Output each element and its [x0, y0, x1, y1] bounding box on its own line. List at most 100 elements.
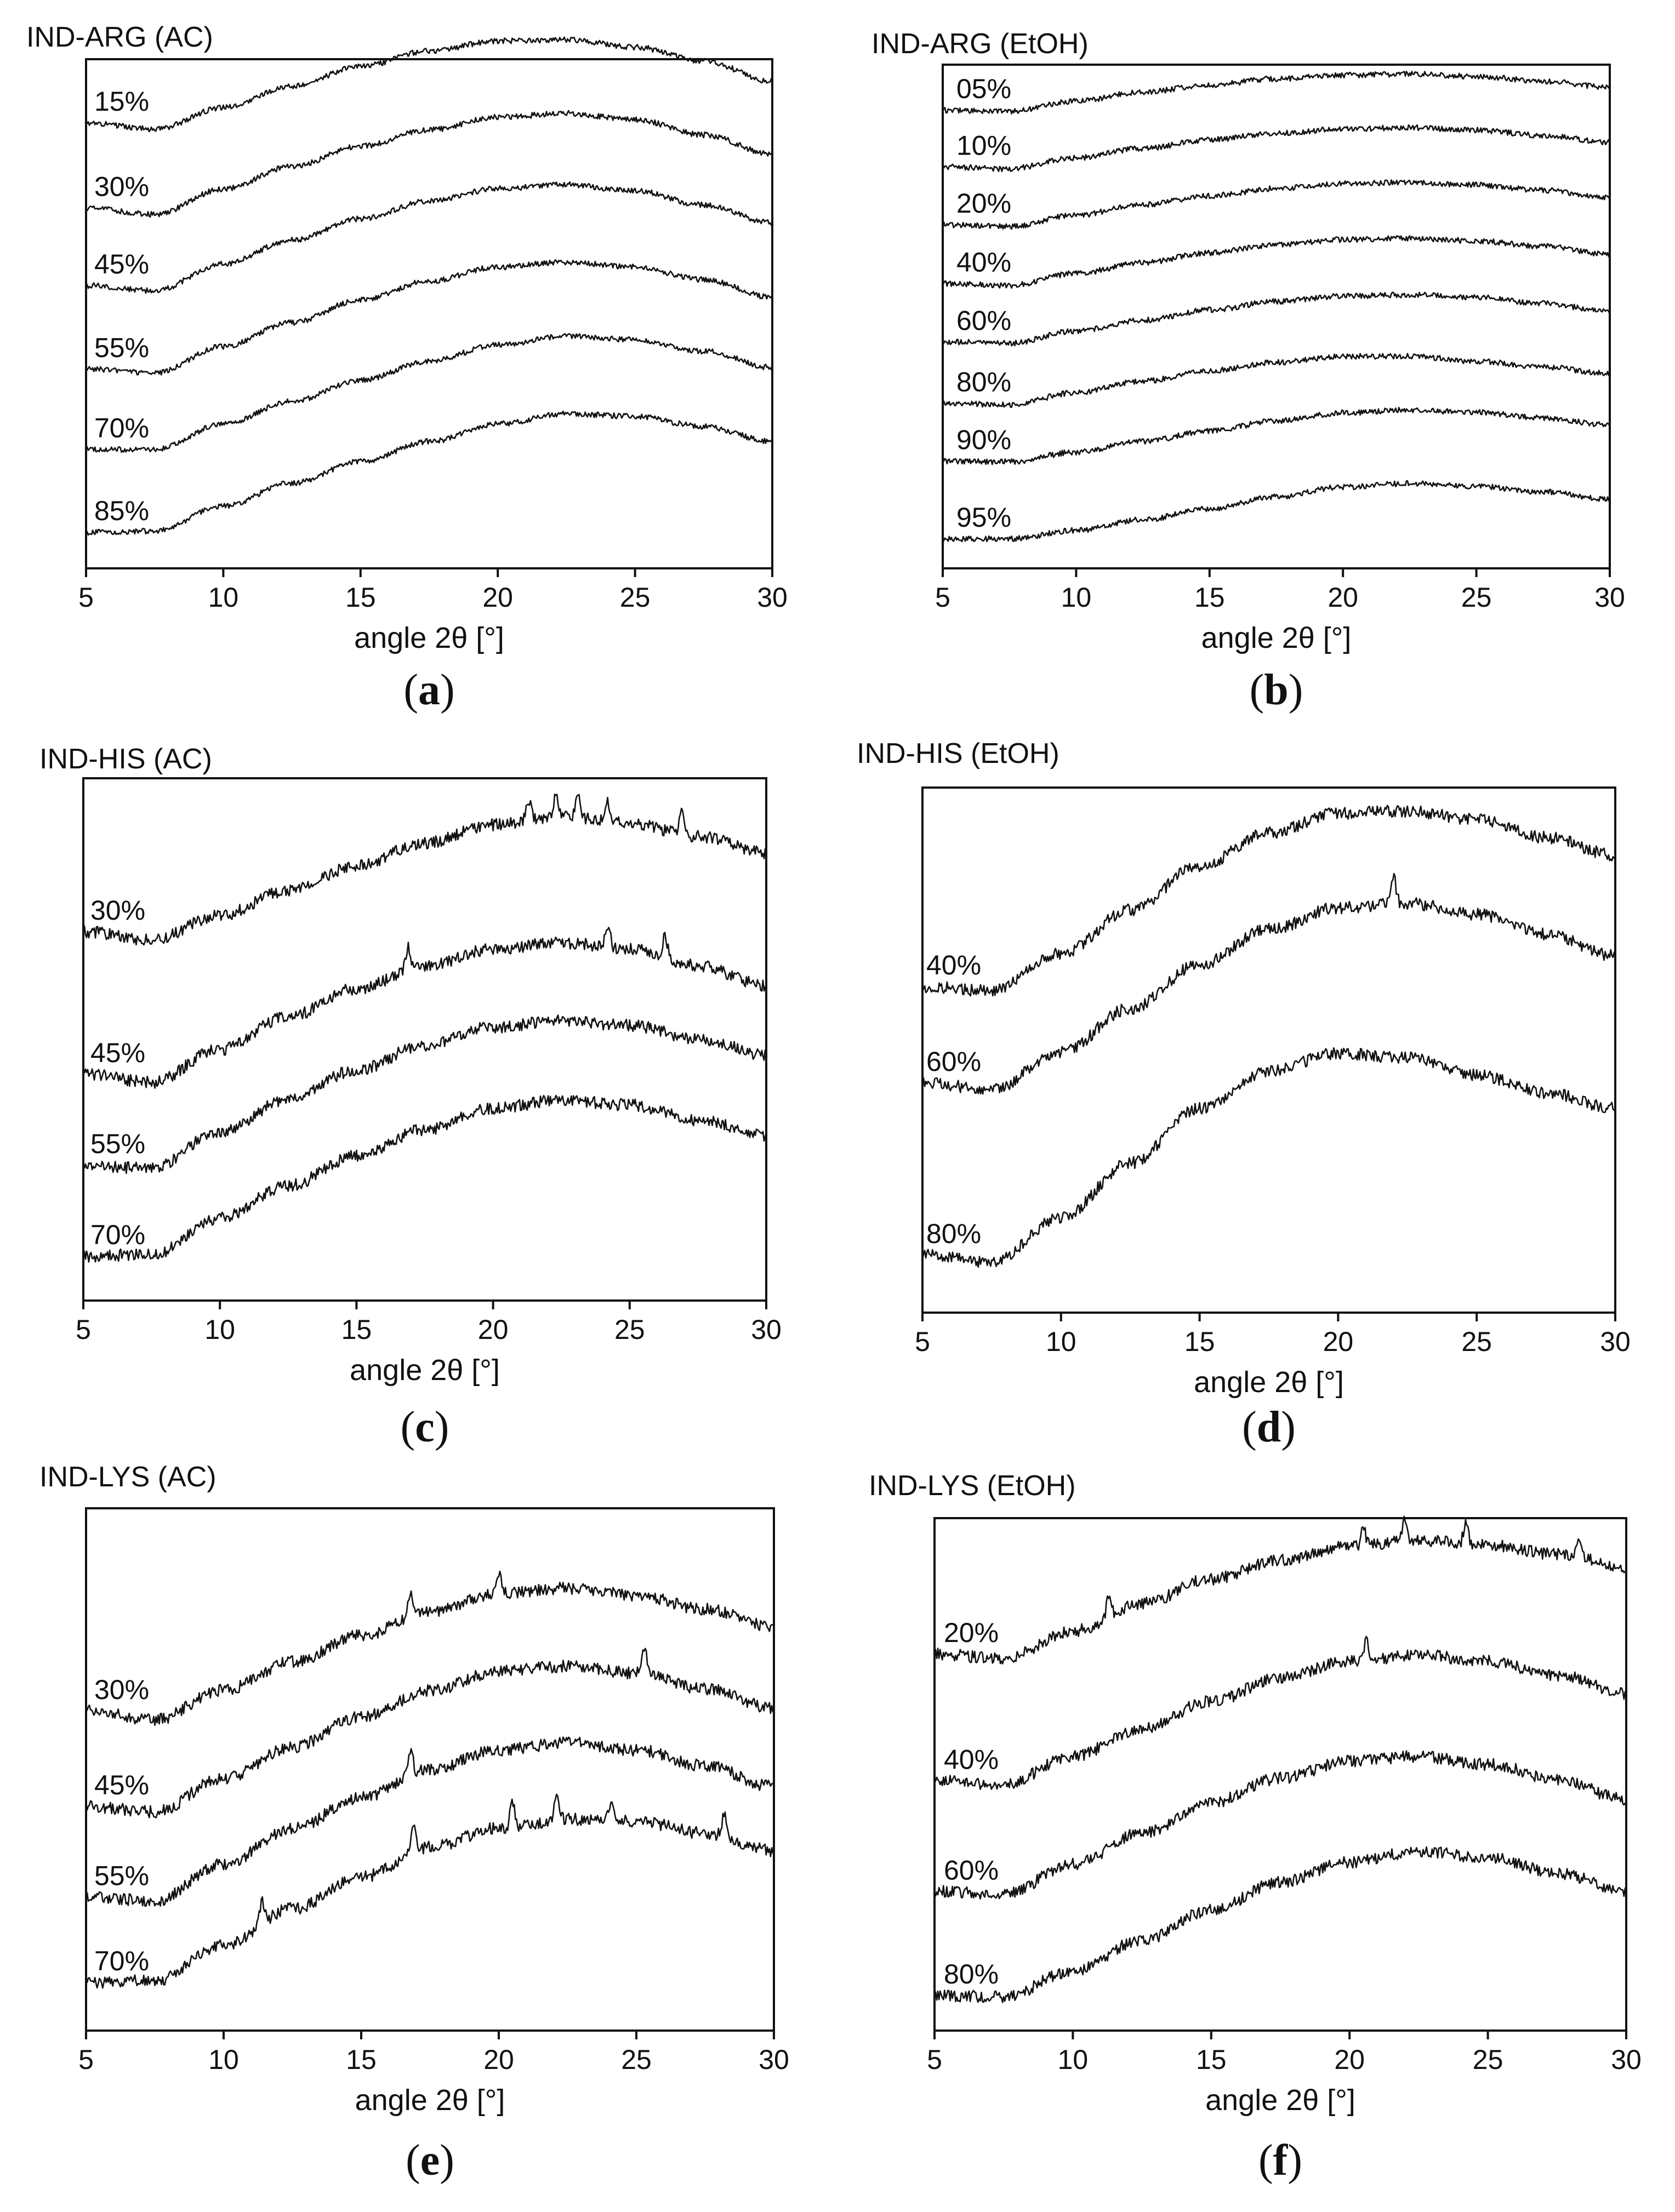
panel-caption: (e)	[406, 2136, 454, 2185]
x-tick-label: 15	[341, 1314, 372, 1345]
caption-close: )	[1281, 1403, 1296, 1451]
panel-e: IND-LYS (AC) 5 10 15 20 25 30 angle 2θ [°] 30% 45…	[39, 1461, 789, 2185]
xrpd-trace-15pct	[86, 36, 773, 133]
caption-open: (	[403, 666, 418, 714]
panel-title: IND-HIS (AC)	[39, 743, 212, 775]
panel-d: IND-HIS (EtOH) 5 10 15 20 25 30 angle 2θ [°] 40%…	[857, 738, 1631, 1451]
x-tick-label: 10	[208, 582, 239, 613]
xrpd-trace-45pct	[85, 181, 773, 294]
xrpd-trace-20pct	[933, 1515, 1627, 1664]
plot-frame	[85, 58, 773, 569]
xrpd-trace-05pct	[942, 71, 1610, 115]
xrpd-trace-30pct	[85, 110, 773, 218]
x-tick-label: 25	[614, 1314, 645, 1345]
series-label: 70%	[94, 1946, 149, 1976]
x-axis-title: angle 2θ [°]	[1194, 1366, 1344, 1399]
x-tick-label: 30	[1594, 582, 1625, 613]
panel-caption: (c)	[401, 1403, 449, 1451]
x-axis-title: angle 2θ [°]	[1201, 622, 1352, 654]
x-tick-label: 10	[1061, 582, 1092, 613]
xrpd-trace-60pct	[942, 292, 1611, 347]
caption-letter: f	[1273, 2136, 1289, 2185]
x-tick-label: 20	[482, 582, 513, 613]
series-label: 15%	[94, 86, 149, 117]
panel-title: IND-LYS (EtOH)	[869, 1470, 1076, 1502]
x-tick-label: 20	[478, 1314, 509, 1345]
xrpd-trace-85pct	[85, 411, 773, 536]
xrpd-trace-95pct	[942, 480, 1611, 543]
caption-open: (	[1258, 2136, 1273, 2185]
series-label: 45%	[94, 249, 149, 280]
series-label: 30%	[94, 1674, 149, 1705]
x-tick-label: 5	[915, 1326, 930, 1357]
series-label: 85%	[94, 495, 149, 526]
caption-open: (	[401, 1403, 415, 1451]
xrpd-trace-80pct	[942, 352, 1611, 408]
plot-frame	[85, 1507, 775, 2032]
panel-b: IND-ARG (EtOH) 5 10 15 20 25 30 angle 2θ [°] 05%…	[871, 28, 1625, 714]
xrpd-trace-80pct	[921, 1047, 1616, 1268]
x-tick-label: 15	[1196, 2044, 1227, 2075]
panel-caption: (f)	[1258, 2136, 1302, 2185]
plot-frame	[921, 786, 1616, 1314]
series-label: 70%	[90, 1219, 145, 1250]
x-tick-label: 10	[204, 1314, 235, 1345]
series-label: 95%	[956, 502, 1011, 533]
xrpd-trace-70pct	[82, 1094, 767, 1263]
x-tick-label: 25	[620, 582, 651, 613]
series-label: 40%	[926, 950, 981, 980]
xrpd-trace-30pct	[85, 1570, 774, 1726]
xrpd-trace-60pct	[933, 1750, 1627, 1900]
plot-frame	[82, 777, 767, 1302]
xrpd-trace-55pct	[86, 1736, 775, 1907]
x-tick-label: 5	[935, 582, 950, 613]
plot-frame	[933, 1517, 1627, 2032]
caption-open: (	[1242, 1403, 1257, 1451]
x-tick-label: 5	[76, 1314, 91, 1345]
xrpd-trace-30pct	[82, 793, 767, 946]
x-tick-label: 25	[1473, 2044, 1503, 2075]
x-tick-label: 30	[759, 2044, 789, 2075]
x-tick-label: 10	[1058, 2044, 1089, 2075]
panel-a: IND-ARG (AC) 5 10 15 20 25 30 angle 2θ [°] 15% 30…	[26, 21, 788, 714]
x-tick-label: 30	[751, 1314, 782, 1345]
series-label: 30%	[94, 172, 149, 202]
xrpd-trace-40pct	[934, 1635, 1627, 1790]
caption-close: )	[440, 2136, 454, 2185]
x-tick-label: 30	[1611, 2044, 1642, 2075]
series-label: 55%	[94, 1861, 149, 1891]
caption-close: )	[440, 666, 455, 714]
series-label: 55%	[90, 1128, 145, 1159]
xrpd-trace-60pct	[921, 873, 1616, 1095]
panel-title: IND-ARG (EtOH)	[871, 28, 1089, 60]
series-label: 80%	[944, 1959, 999, 1989]
xrpd-trace-45pct	[83, 927, 767, 1089]
caption-close: )	[1289, 666, 1303, 714]
caption-close: )	[435, 1403, 449, 1451]
x-tick-label: 15	[1184, 1326, 1215, 1357]
caption-open: (	[406, 2136, 420, 2185]
caption-open: (	[1250, 666, 1264, 714]
xrpd-trace-10pct	[942, 124, 1611, 173]
x-tick-label: 25	[1461, 582, 1492, 613]
series-label: 40%	[956, 247, 1011, 278]
plot-frame	[942, 64, 1611, 569]
series-label: 60%	[926, 1046, 981, 1077]
series-label: 60%	[956, 305, 1011, 336]
panel-title: IND-ARG (AC)	[26, 21, 213, 53]
x-tick-label: 25	[621, 2044, 652, 2075]
series-label: 55%	[94, 333, 149, 363]
x-tick-label: 5	[78, 582, 94, 613]
x-tick-label: 15	[346, 2044, 377, 2075]
xrpd-trace-80pct	[933, 1846, 1627, 2003]
caption-letter: c	[415, 1403, 435, 1451]
panel-title: IND-HIS (EtOH)	[857, 738, 1059, 769]
x-tick-label: 10	[208, 2044, 239, 2075]
series-label: 70%	[94, 413, 149, 443]
x-tick-label: 20	[1334, 2044, 1365, 2075]
xrpd-trace-45pct	[85, 1647, 774, 1818]
x-tick-label: 5	[927, 2044, 942, 2075]
xrpd-trace-55pct	[82, 1014, 767, 1175]
series-label: 80%	[926, 1218, 981, 1249]
